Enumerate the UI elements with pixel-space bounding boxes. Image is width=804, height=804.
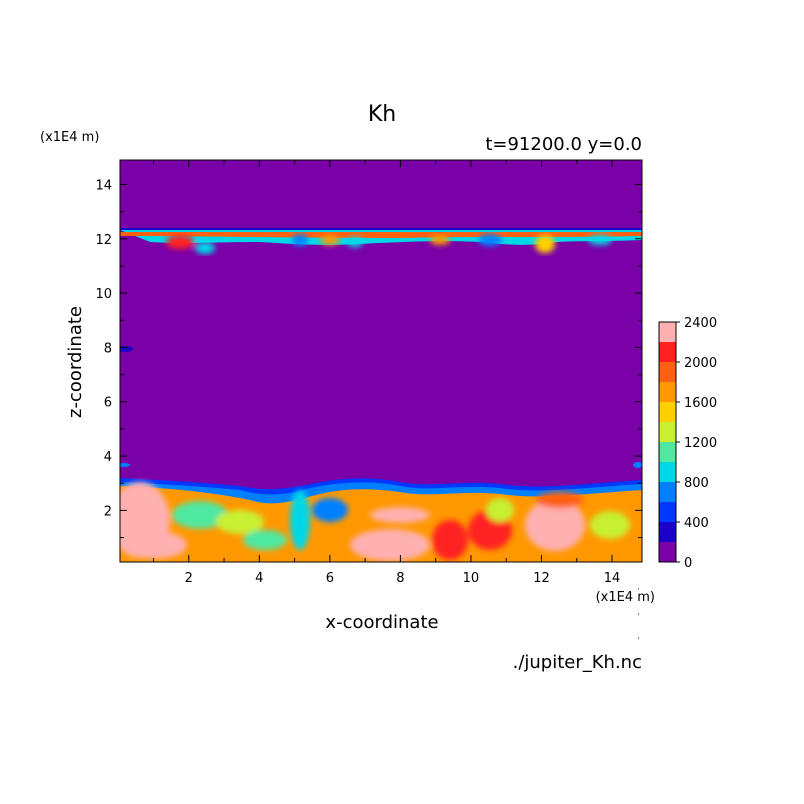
x-axis-ticks: 2 4 6 8 10 12 14 <box>153 160 621 586</box>
y-tick-label: 4 <box>104 450 112 465</box>
colorbar-swatch <box>659 442 676 462</box>
marker-dot-3: · <box>637 634 640 644</box>
chart-subtitle: t=91200.0 y=0.0 <box>485 134 642 155</box>
colorbar-swatch <box>659 342 676 362</box>
plot-frame <box>119 159 643 563</box>
source-filename: ./jupiter_Kh.nc <box>513 652 642 673</box>
colorbar-swatch <box>659 322 676 342</box>
x-tick-label: 6 <box>326 571 334 586</box>
y-tick-label: 2 <box>104 504 112 519</box>
colorbar-tick-label: 400 <box>684 516 709 531</box>
left-edge-feature-1 <box>120 346 133 352</box>
colorbar-tick-label: 2000 <box>684 356 717 371</box>
colorbar: 0 400 800 1200 1600 2000 2400 <box>658 316 717 571</box>
x-tick-label: 4 <box>255 571 263 586</box>
x-tick-label: 14 <box>604 571 621 586</box>
colorbar-swatch <box>659 462 676 482</box>
colorbar-swatch <box>659 422 676 442</box>
right-edge-feature <box>633 462 642 468</box>
x-unit-label: (x1E4 m) <box>596 590 655 605</box>
colorbar-tick-label: 800 <box>684 476 709 491</box>
y-tick-label: 8 <box>104 341 112 356</box>
colorbar-swatch <box>659 542 676 562</box>
colorbar-swatch <box>659 522 676 542</box>
x-tick-label: 12 <box>533 571 550 586</box>
y-tick-label: 6 <box>104 396 112 411</box>
colorbar-swatch <box>659 362 676 382</box>
y-axis-ticks: 2 4 6 8 10 12 14 <box>95 178 642 539</box>
y-unit-label: (x1E4 m) <box>40 130 99 145</box>
colorbar-tick-label: 1200 <box>684 436 717 451</box>
x-tick-label: 10 <box>463 571 480 586</box>
marker-dot-2: · <box>637 610 640 620</box>
marker-dot-1: · <box>637 585 640 595</box>
left-edge-feature-2 <box>120 463 130 467</box>
colorbar-swatch <box>659 502 676 522</box>
x-axis-label: x-coordinate <box>325 612 438 633</box>
colorbar-swatch <box>659 482 676 502</box>
y-axis-label: z-coordinate <box>65 306 86 418</box>
x-tick-label: 2 <box>185 571 193 586</box>
colorbar-tick-label: 1600 <box>684 396 717 411</box>
colorbar-tick-label: 2400 <box>684 316 717 331</box>
colorbar-tick-label: 0 <box>684 556 692 571</box>
y-tick-label: 10 <box>95 287 112 302</box>
colorbar-swatch <box>659 382 676 402</box>
colorbar-swatch <box>659 402 676 422</box>
y-tick-label: 14 <box>95 178 112 193</box>
lower-turbulent-layer <box>120 478 642 562</box>
heatmap-field <box>120 160 642 562</box>
y-tick-label: 12 <box>95 233 112 248</box>
chart-title: Kh <box>368 102 396 127</box>
upper-turbulent-layer <box>120 228 642 254</box>
x-tick-label: 8 <box>396 571 404 586</box>
